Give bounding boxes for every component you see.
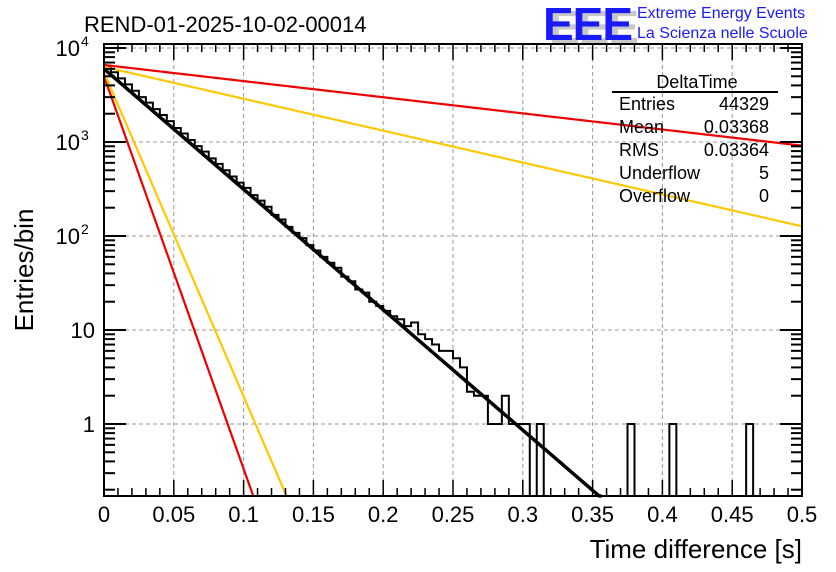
y-tick-exponent: 3: [81, 127, 89, 143]
eee-logo-line2: La Scienza nelle Scuole: [637, 25, 808, 42]
x-tick-label: 0.45: [711, 502, 754, 527]
y-tick-label: 10: [56, 130, 80, 155]
histogram-tail-bin: [668, 423, 678, 496]
stats-label: Entries: [619, 94, 675, 114]
x-tick-label: 0.5: [787, 502, 818, 527]
stats-title: DeltaTime: [656, 72, 737, 92]
curve-red-shallow: [103, 63, 803, 147]
x-tick-label: 0.25: [432, 502, 475, 527]
plot-frame: [103, 43, 803, 497]
x-tick-label: 0: [98, 502, 110, 527]
eee-logo: EEE EEE Extreme Energy Events La Scienza…: [543, 0, 808, 53]
x-tick-label: 0.2: [368, 502, 399, 527]
curve-fit: [102, 67, 602, 498]
stats-label: Mean: [619, 117, 664, 137]
stats-value: 0.03368: [704, 117, 769, 137]
stats-value: 0: [759, 186, 769, 206]
x-tick-label: 0.1: [228, 502, 259, 527]
y-tick-exponent: 4: [81, 33, 89, 49]
stats-value: 0.03364: [704, 140, 769, 160]
curve-yellow-steep: [102, 71, 288, 497]
y-tick-label: 10: [56, 224, 80, 249]
y-tick-label: 10: [71, 318, 95, 343]
x-tick-label: 0.3: [508, 502, 539, 527]
eee-logo-letters: EEE: [543, 0, 632, 50]
chart-title: REND-01-2025-10-02-00014: [84, 12, 367, 37]
curve-yellow-shallow: [103, 65, 803, 228]
axes: 0 0.05 0.1 0.15 0.2 0.25 0.3 0.35 0.4 0.45 0.5 1 10 1…: [56, 33, 818, 527]
stats-value: 44329: [719, 94, 769, 114]
x-axis-title: Time difference [s]: [590, 534, 802, 564]
y-axis-title: Entries/bin: [9, 209, 39, 332]
y-tick-exponent: 2: [81, 221, 89, 237]
eee-logo-line1: Extreme Energy Events: [637, 5, 805, 22]
y-tick-label: 10: [56, 36, 80, 61]
x-tick-label: 0.35: [571, 502, 614, 527]
stats-label: Underflow: [619, 163, 701, 183]
curve-red-steep: [102, 75, 255, 497]
stats-label: Overflow: [619, 186, 691, 206]
stats-label: RMS: [619, 140, 659, 160]
grid-lines: [104, 44, 802, 496]
histogram-tail-bin: [626, 423, 636, 496]
y-tick-label: 1: [83, 412, 95, 437]
fit-curves: [102, 63, 803, 498]
x-tick-label: 0.15: [292, 502, 335, 527]
x-tick-label: 0.4: [647, 502, 678, 527]
stats-value: 5: [759, 163, 769, 183]
x-tick-label: 0.05: [152, 502, 195, 527]
histogram-tail-bin: [745, 423, 755, 496]
